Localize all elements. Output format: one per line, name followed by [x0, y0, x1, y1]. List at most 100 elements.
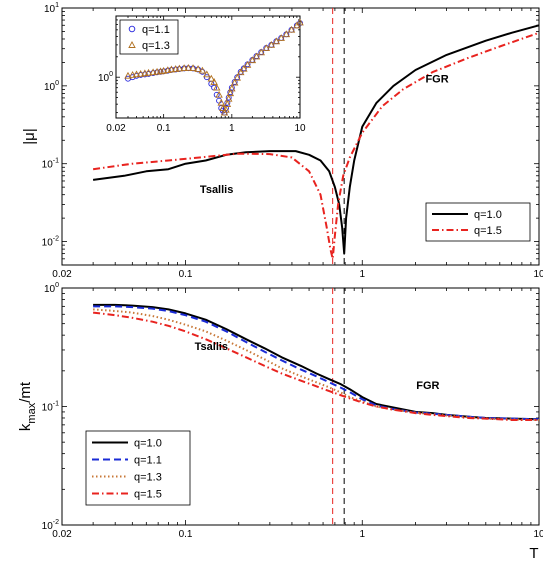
series-line — [93, 305, 540, 421]
series-line — [93, 303, 540, 421]
y-tick-label-base: 10 — [44, 4, 56, 15]
y-tick-label: 101 — [44, 2, 59, 15]
x-tick-label: 10 — [533, 269, 543, 280]
y-tick-label: 10-2 — [42, 519, 59, 532]
data-point — [159, 66, 168, 74]
data-point — [224, 94, 233, 102]
data-point — [240, 64, 248, 72]
bottom-panel: 0.02 0.1 1 1010010-110-2TsallisFGRq=1.0q=1.… — [17, 282, 543, 562]
region-annotation: FGR — [425, 74, 448, 86]
x-tick-label: 1 — [359, 529, 365, 540]
y-tick-label-exp: -1 — [53, 158, 59, 165]
inset-legend-label: q=1.3 — [142, 40, 170, 52]
y-tick-label-exp: -1 — [53, 401, 59, 408]
data-point — [228, 84, 236, 92]
data-point — [215, 90, 223, 98]
y-tick-label-exp: 0 — [55, 282, 59, 289]
y-tick-label-base: 10 — [44, 82, 56, 93]
y-tick-label-exp: 0 — [55, 80, 59, 87]
data-point — [132, 70, 141, 78]
data-point — [243, 60, 252, 68]
x-tick-label: 10 — [533, 529, 543, 540]
data-point — [180, 64, 188, 72]
data-point — [184, 64, 193, 71]
data-point — [212, 83, 221, 91]
inset-legend-marker — [128, 25, 136, 33]
series-line — [92, 24, 540, 255]
legend-label: q=1.0 — [134, 438, 162, 450]
data-point — [189, 64, 197, 72]
data-point — [167, 65, 176, 73]
y-axis-label: |μ| — [21, 128, 38, 144]
data-point — [144, 68, 153, 76]
y-tick-label-base: 10 — [42, 521, 54, 532]
data-point — [257, 48, 265, 56]
x-tick-label: 0.1 — [179, 529, 193, 540]
y-axis-label-sub: max — [26, 402, 38, 423]
data-point — [226, 89, 235, 97]
data-point — [236, 68, 245, 76]
data-point — [230, 78, 239, 86]
x-axis-label: T — [529, 545, 538, 562]
legend-label: q=1.0 — [474, 209, 502, 221]
y-tick-label-base: 10 — [42, 160, 54, 171]
x-tick-label: 1 — [359, 269, 365, 280]
data-point — [217, 98, 226, 106]
data-point — [194, 65, 202, 72]
y-tick-label: 100 — [44, 282, 59, 295]
x-tick-label: 0.02 — [52, 269, 72, 280]
y-tick-label: 10-1 — [42, 401, 59, 414]
x-tick-label: 0.02 — [106, 123, 126, 134]
inset-legend-marker — [128, 41, 136, 48]
data-point — [287, 25, 296, 33]
data-point — [272, 37, 281, 45]
y-tick-label: 100 — [98, 71, 113, 84]
y-tick-label-exp: 1 — [55, 2, 59, 9]
x-tick-label: 0.1 — [157, 123, 171, 134]
data-point — [203, 70, 211, 78]
data-point — [233, 73, 241, 81]
data-point — [149, 68, 157, 76]
y-axis-label-rest: /mt — [17, 381, 34, 403]
data-point — [252, 52, 261, 60]
plot-frame — [61, 7, 540, 266]
data-point — [248, 56, 257, 64]
y-axis-label: kmax/mt — [17, 381, 38, 431]
region-annotation: FGR — [416, 380, 439, 392]
data-point — [296, 18, 304, 26]
x-tick-label: 0.1 — [179, 269, 193, 280]
data-point — [223, 100, 232, 108]
y-tick-label-exp: 0 — [109, 71, 113, 78]
series-line — [93, 308, 540, 421]
y-tick-label-base: 10 — [98, 73, 110, 84]
y-tick-label: 100 — [44, 80, 59, 93]
y-tick-label-base: 10 — [42, 403, 54, 414]
y-tick-label-exp: -2 — [53, 519, 59, 526]
legend-label: q=1.1 — [134, 455, 162, 467]
y-tick-label-base: 10 — [42, 238, 54, 249]
inset-legend-box — [119, 19, 179, 55]
data-point — [222, 105, 230, 113]
legend-label: q=1.5 — [474, 225, 502, 237]
x-tick-label: 10 — [294, 123, 306, 134]
data-point — [210, 78, 218, 85]
y-axis-label-main: k — [17, 423, 34, 431]
y-tick-label: 10-1 — [42, 158, 59, 171]
legend-box — [425, 202, 531, 242]
top-panel: 0.02 0.1 1 1010110010-110-2TsallisFGRq=1.0q… — [21, 2, 543, 280]
data-point — [124, 71, 132, 79]
series-line — [92, 31, 540, 260]
y-tick-label-exp: -2 — [53, 236, 59, 243]
legend-label: q=1.3 — [134, 472, 162, 484]
legend-label: q=1.5 — [134, 489, 162, 501]
data-point — [224, 99, 231, 106]
x-tick-label: 1 — [229, 123, 235, 134]
data-point — [262, 44, 271, 52]
y-tick-label: 10-2 — [42, 236, 59, 249]
data-point — [282, 30, 291, 38]
data-point — [219, 104, 227, 111]
data-point — [277, 34, 285, 41]
x-tick-label: 0.02 — [52, 529, 72, 540]
data-point — [136, 69, 145, 77]
